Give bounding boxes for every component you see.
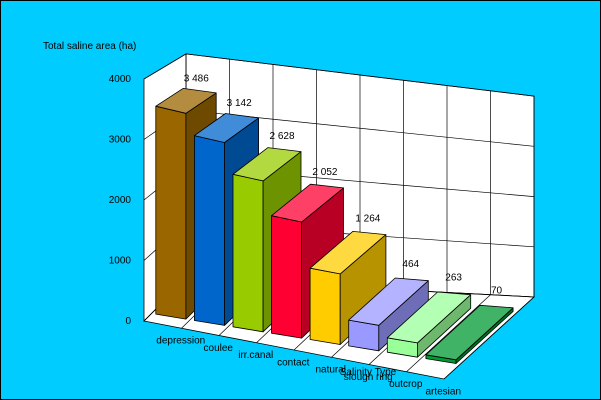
bar-top xyxy=(425,304,514,361)
bar-top xyxy=(309,230,387,275)
data-label: 464 xyxy=(402,259,419,270)
category-label: coulee xyxy=(204,343,234,354)
data-label: 1 264 xyxy=(355,213,380,224)
bar-top xyxy=(271,183,344,223)
bar-outcrop xyxy=(386,291,472,358)
data-label: 3 486 xyxy=(184,73,209,84)
bar-front xyxy=(155,105,187,320)
bar-top xyxy=(232,147,302,182)
data-label: 70 xyxy=(491,285,503,296)
bars xyxy=(155,88,514,364)
bar-front xyxy=(309,267,341,345)
category-label: outcrop xyxy=(389,379,423,390)
category-label: natural xyxy=(315,365,346,376)
data-label: 2 052 xyxy=(312,167,337,178)
bar-top xyxy=(348,277,429,326)
y-tick-label: 3000 xyxy=(109,135,132,146)
bar-top xyxy=(155,88,217,114)
category-label: depression xyxy=(156,336,205,347)
bar-artesian xyxy=(425,304,514,364)
y-tick-label: 1000 xyxy=(109,256,132,267)
x-axis-title: Salinity Type xyxy=(340,367,397,378)
bar-front xyxy=(193,135,225,326)
category-label: artesian xyxy=(425,386,461,397)
data-label: 2 628 xyxy=(270,131,295,142)
floor-divider xyxy=(443,296,535,380)
labels: 3 486 depression 3 142 coulee 2 628 irr.canal… xyxy=(156,73,502,397)
y-tick-label: 4000 xyxy=(109,74,132,85)
y-tick-label: 2000 xyxy=(109,195,132,206)
category-label: irr.canal xyxy=(238,350,273,361)
floor-divider xyxy=(406,294,491,373)
data-label: 3 142 xyxy=(227,98,252,109)
gridline-y xyxy=(143,53,535,97)
bar-top xyxy=(386,291,472,344)
bar-front xyxy=(271,215,303,339)
y-axis-title: Total saline area (ha) xyxy=(43,41,136,52)
bar-top xyxy=(193,113,260,143)
bar-front xyxy=(232,173,264,333)
category-label: slough ring xyxy=(344,372,393,383)
category-label: contact xyxy=(277,357,309,368)
y-tick-label: 0 xyxy=(125,316,131,327)
data-label: 263 xyxy=(445,272,462,283)
bar-slough-ring xyxy=(348,277,429,352)
